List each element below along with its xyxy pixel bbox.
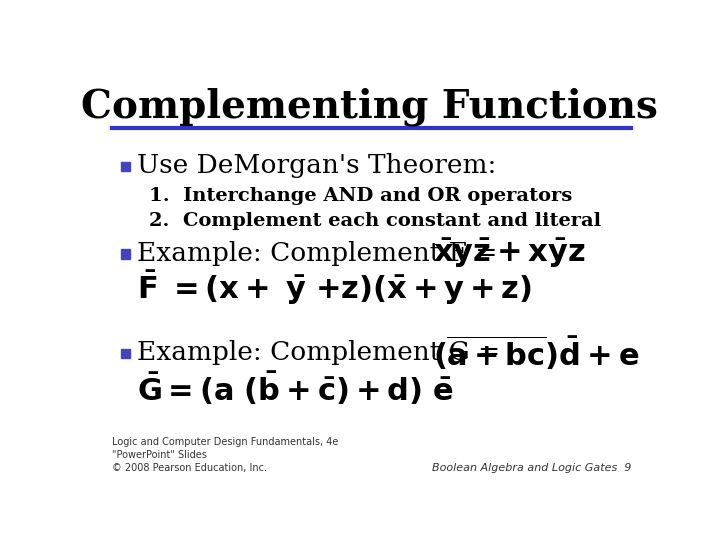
Text: $\mathbf{\bar{F}}$ $\mathbf{= (x +}$ $\mathbf{\bar{y}}$ $\mathbf{+ z)(\bar{x} + : $\mathbf{\bar{F}}$ $\mathbf{= (x +}$ $\m… bbox=[138, 269, 533, 307]
Text: Boolean Algebra and Logic Gates  9: Boolean Algebra and Logic Gates 9 bbox=[432, 463, 631, 473]
Text: $\mathbf{\bar{G} = (a\ (\bar{b} + \bar{c}) + d)\ \bar{e}}$: $\mathbf{\bar{G} = (a\ (\bar{b} + \bar{c… bbox=[138, 369, 454, 407]
Text: 1.  Interchange AND and OR operators: 1. Interchange AND and OR operators bbox=[148, 187, 572, 205]
Text: Example: Complement G =: Example: Complement G = bbox=[138, 340, 509, 366]
Bar bbox=[121, 162, 130, 171]
Text: Example: Complement F =: Example: Complement F = bbox=[138, 241, 506, 266]
Text: $\mathbf{(\overline{a + bc})\bar{d} + e}$: $\mathbf{(\overline{a + bc})\bar{d} + e}… bbox=[433, 334, 639, 372]
Text: 2.  Complement each constant and literal: 2. Complement each constant and literal bbox=[148, 212, 600, 230]
Text: Complementing Functions: Complementing Functions bbox=[81, 87, 657, 126]
Bar bbox=[121, 349, 130, 359]
Text: Use DeMorgan's Theorem:: Use DeMorgan's Theorem: bbox=[138, 153, 497, 178]
Text: Logic and Computer Design Fundamentals, 4e
"PowerPoint" Slides
© 2008 Pearson Ed: Logic and Computer Design Fundamentals, … bbox=[112, 437, 338, 473]
Text: $\mathbf{\bar{x}y\bar{z} + x\bar{y}z}$: $\mathbf{\bar{x}y\bar{z} + x\bar{y}z}$ bbox=[433, 237, 586, 270]
Bar bbox=[121, 249, 130, 259]
